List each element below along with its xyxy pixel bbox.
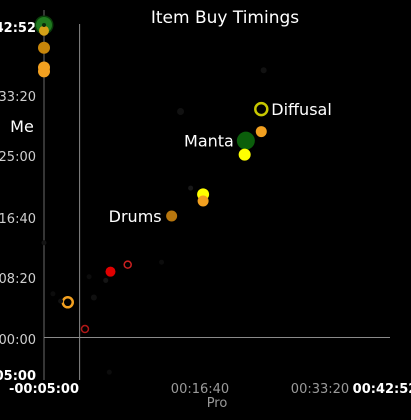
- annotation-label: Diffusal: [271, 100, 332, 119]
- data-point: [86, 274, 92, 280]
- x-tick-label: -00:05:00: [9, 382, 79, 397]
- y-tick-label: 16:40: [0, 212, 36, 227]
- data-point: [123, 260, 132, 269]
- data-point: [61, 296, 74, 309]
- x-axis-label: Pro: [207, 396, 228, 411]
- labels-layer: Diffusal Manta Drums: [109, 100, 332, 226]
- data-point: [39, 25, 49, 36]
- y-tick-label: 05:00: [0, 369, 36, 384]
- data-point: [105, 266, 116, 277]
- data-point: [236, 131, 255, 150]
- data-point: [38, 41, 50, 54]
- data-point: [106, 369, 112, 375]
- data-point: [260, 67, 267, 74]
- data-point: [255, 126, 267, 138]
- data-point: [238, 148, 251, 161]
- annotation-label: Drums: [109, 207, 162, 226]
- y-tick-label: 42:52: [0, 21, 36, 36]
- data-point: [177, 108, 185, 116]
- data-point: [254, 101, 269, 117]
- y-tick-label: 25:00: [0, 150, 36, 165]
- data-point: [58, 298, 64, 304]
- x-tick-label: 00:33:20: [291, 382, 349, 397]
- data-point: [38, 65, 50, 78]
- y-tick-label: 00:00: [0, 333, 36, 348]
- annotation-label: Manta: [184, 132, 234, 151]
- axes-layer: 42:52 33:20 25:00 16:40 08:20 00:00 05:00-00:0…: [0, 10, 411, 397]
- data-point: [90, 294, 97, 301]
- chart-title: Item Buy Timings: [151, 8, 299, 28]
- data-point: [50, 291, 56, 297]
- data-point: [159, 259, 165, 265]
- data-point: [41, 240, 47, 246]
- x-tick-label: 00:42:52: [353, 382, 411, 397]
- points-layer: [34, 15, 269, 375]
- data-point: [166, 210, 178, 222]
- data-point-core: [42, 23, 46, 27]
- data-point: [80, 324, 90, 334]
- y-tick-label: 33:20: [0, 90, 36, 105]
- x-tick-label: 00:16:40: [171, 382, 229, 397]
- y-tick-label: 08:20: [0, 272, 36, 287]
- data-point: [103, 277, 109, 283]
- data-point: [188, 185, 194, 191]
- y-axis-label: Me: [10, 117, 34, 136]
- data-point: [197, 195, 209, 207]
